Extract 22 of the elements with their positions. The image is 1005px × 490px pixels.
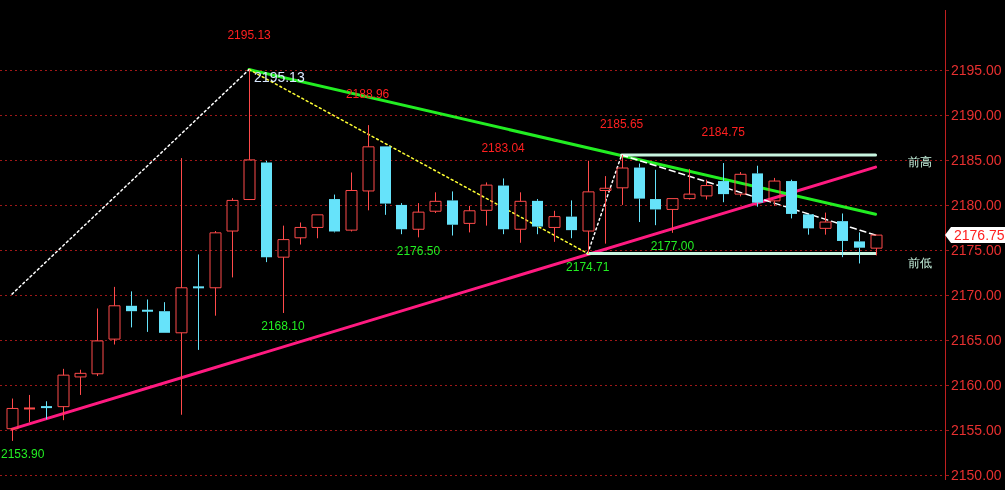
- y-tick-label: 2160.00: [951, 376, 1002, 393]
- annotation: 2153.90: [0, 447, 45, 462]
- annotation: 2168.10: [261, 319, 305, 334]
- y-tick-label: 2170.00: [951, 286, 1002, 303]
- y-tick-label: 2175.00: [951, 241, 1002, 258]
- y-tick-label: 2185.00: [951, 151, 1002, 168]
- y-tick-label: 2195.00: [951, 61, 1002, 78]
- y-tick-label: 2180.00: [951, 196, 1002, 213]
- y-tick-label: 2155.00: [951, 421, 1002, 438]
- y-tick-label: 2165.00: [951, 331, 1002, 348]
- y-tick-label: 2190.00: [951, 106, 1002, 123]
- text: 前高: [907, 155, 932, 170]
- annotation: 2184.75: [701, 125, 746, 140]
- annotation: 2177.00: [650, 239, 695, 254]
- annotation: 2174.71: [566, 259, 610, 274]
- annotation: 2195.13: [227, 27, 272, 42]
- annotation: 2185.65: [599, 117, 644, 132]
- annotation: 2176.50: [396, 243, 441, 258]
- annotation: 2183.04: [481, 140, 526, 155]
- y-tick-label: 2150.00: [951, 466, 1002, 483]
- text: 前低: [907, 255, 932, 270]
- text: 2176.75: [954, 226, 1005, 243]
